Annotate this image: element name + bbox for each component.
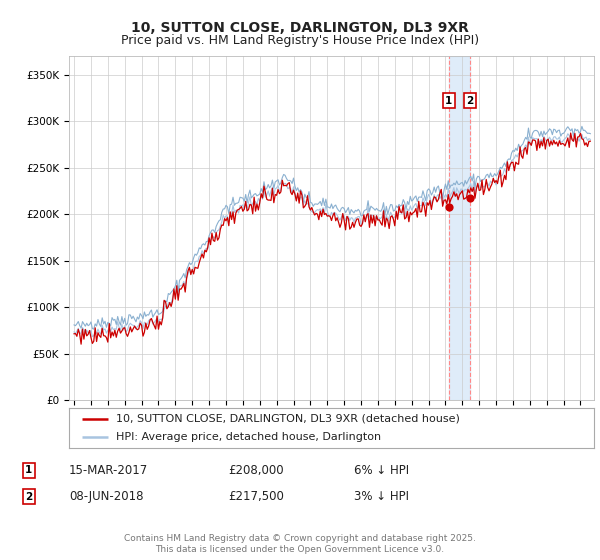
Text: HPI: Average price, detached house, Darlington: HPI: Average price, detached house, Darl… xyxy=(116,432,382,442)
Text: £217,500: £217,500 xyxy=(228,490,284,503)
Text: 15-MAR-2017: 15-MAR-2017 xyxy=(69,464,148,477)
Text: 1: 1 xyxy=(25,465,32,475)
Bar xyxy=(449,56,470,400)
Text: 2: 2 xyxy=(466,96,473,106)
Point xyxy=(465,193,475,202)
Text: 2: 2 xyxy=(25,492,32,502)
Text: 3% ↓ HPI: 3% ↓ HPI xyxy=(354,490,409,503)
Text: Price paid vs. HM Land Registry's House Price Index (HPI): Price paid vs. HM Land Registry's House … xyxy=(121,34,479,46)
Text: 10, SUTTON CLOSE, DARLINGTON, DL3 9XR: 10, SUTTON CLOSE, DARLINGTON, DL3 9XR xyxy=(131,21,469,35)
Text: £208,000: £208,000 xyxy=(228,464,284,477)
Text: Contains HM Land Registry data © Crown copyright and database right 2025.
This d: Contains HM Land Registry data © Crown c… xyxy=(124,534,476,554)
Text: 08-JUN-2018: 08-JUN-2018 xyxy=(69,490,143,503)
Text: 6% ↓ HPI: 6% ↓ HPI xyxy=(354,464,409,477)
Text: 10, SUTTON CLOSE, DARLINGTON, DL3 9XR (detached house): 10, SUTTON CLOSE, DARLINGTON, DL3 9XR (d… xyxy=(116,414,460,423)
Text: 1: 1 xyxy=(445,96,452,106)
Point xyxy=(444,202,454,211)
